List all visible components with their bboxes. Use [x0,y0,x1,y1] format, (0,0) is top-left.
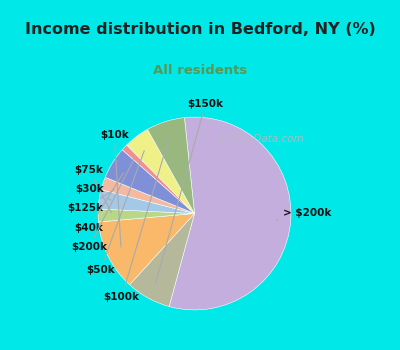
Text: $10k: $10k [100,130,129,247]
Wedge shape [130,214,194,307]
Text: $200k: $200k [71,160,134,252]
Text: $50k: $50k [86,150,144,275]
Wedge shape [98,190,194,214]
Wedge shape [98,209,194,222]
Wedge shape [98,214,194,285]
Wedge shape [169,117,291,310]
Text: $40k: $40k [75,173,123,233]
Wedge shape [101,177,194,213]
Text: © City-Data.com: © City-Data.com [216,134,304,144]
Wedge shape [148,118,194,214]
Text: > $200k: > $200k [276,209,332,220]
Wedge shape [105,150,194,213]
Text: $100k: $100k [104,138,169,302]
Text: All residents: All residents [153,64,247,77]
Wedge shape [122,145,194,214]
Text: $125k: $125k [68,189,114,213]
Text: $150k: $150k [156,99,224,282]
Text: $75k: $75k [75,164,111,213]
Wedge shape [127,130,194,214]
Text: Income distribution in Bedford, NY (%): Income distribution in Bedford, NY (%) [25,22,375,37]
Text: $30k: $30k [75,184,111,200]
